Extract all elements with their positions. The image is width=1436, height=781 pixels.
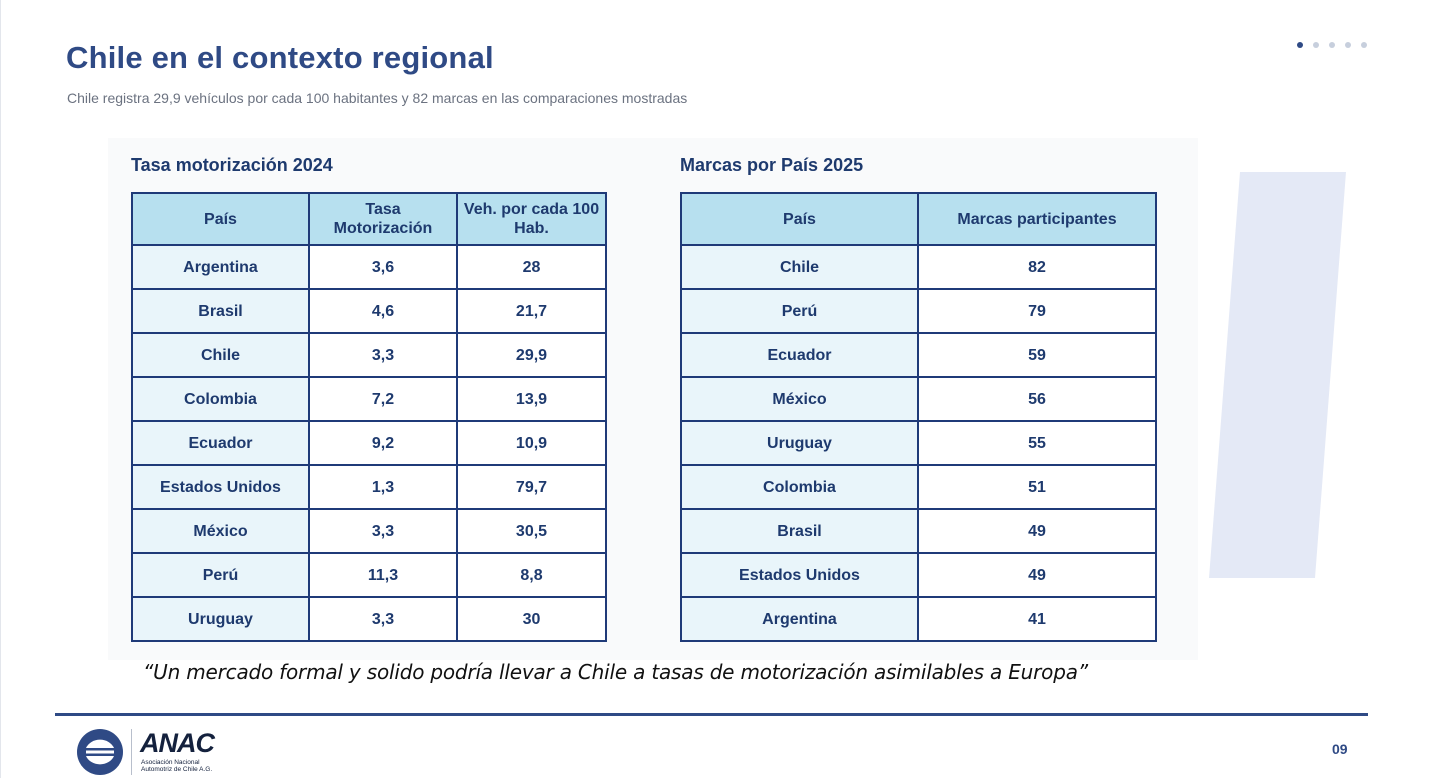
cell-marcas: 56 <box>917 376 1157 422</box>
cell-tasa: 11,3 <box>308 552 458 598</box>
table-row: Estados Unidos 49 <box>680 552 1157 598</box>
slide-border <box>0 0 1 778</box>
cell-tasa: 1,3 <box>308 464 458 510</box>
cell-country: Brasil <box>131 288 310 334</box>
table-motorizacion: País Tasa Motorización Veh. por cada 100… <box>131 192 607 642</box>
cell-country: Argentina <box>131 244 310 290</box>
table-header-row: País Tasa Motorización Veh. por cada 100… <box>131 192 607 246</box>
table-motorizacion-title: Tasa motorización 2024 <box>131 155 333 175</box>
table-marcas-title: Marcas por País 2025 <box>680 155 864 175</box>
table-row: México 3,3 30,5 <box>131 508 607 554</box>
cell-vehiculos: 28 <box>456 244 607 290</box>
column-header-marcas: Marcas participantes <box>917 192 1157 246</box>
cell-country: Ecuador <box>131 420 310 466</box>
table-row: Uruguay 55 <box>680 420 1157 466</box>
table-row: Argentina 3,6 28 <box>131 244 607 290</box>
table-row: Colombia 7,2 13,9 <box>131 376 607 422</box>
cell-country: Argentina <box>680 596 919 642</box>
cell-country: Colombia <box>680 464 919 510</box>
table-row: Estados Unidos 1,3 79,7 <box>131 464 607 510</box>
cell-country: Chile <box>131 332 310 378</box>
cell-vehiculos: 8,8 <box>456 552 607 598</box>
pagination-dot[interactable] <box>1313 42 1319 48</box>
cell-country: Estados Unidos <box>680 552 919 598</box>
cell-marcas: 55 <box>917 420 1157 466</box>
cell-country: Perú <box>680 288 919 334</box>
pagination-dot[interactable] <box>1329 42 1335 48</box>
cell-marcas: 49 <box>917 552 1157 598</box>
cell-country: Chile <box>680 244 919 290</box>
cell-marcas: 51 <box>917 464 1157 510</box>
table-row: Colombia 51 <box>680 464 1157 510</box>
cell-country: México <box>131 508 310 554</box>
table-marcas: País Marcas participantes Chile 82 Perú 79… <box>680 192 1157 642</box>
page-title: Chile en el contexto regional <box>66 40 494 75</box>
table-row: México 56 <box>680 376 1157 422</box>
cell-tasa: 3,6 <box>308 244 458 290</box>
table-row: Brasil 49 <box>680 508 1157 554</box>
cell-marcas: 79 <box>917 288 1157 334</box>
table-row: Perú 79 <box>680 288 1157 334</box>
footer-rule <box>55 713 1368 716</box>
pagination-dot-active[interactable] <box>1297 42 1303 48</box>
cell-tasa: 4,6 <box>308 288 458 334</box>
cell-vehiculos: 30,5 <box>456 508 607 554</box>
cell-tasa: 7,2 <box>308 376 458 422</box>
table-row: Uruguay 3,3 30 <box>131 596 607 642</box>
cell-marcas: 82 <box>917 244 1157 290</box>
logo-separator <box>131 729 132 775</box>
cell-country: Uruguay <box>680 420 919 466</box>
cell-tasa: 3,3 <box>308 596 458 642</box>
page-number: 09 <box>1332 741 1348 757</box>
logo-wordmark: ANAC <box>140 728 215 758</box>
cell-country: Uruguay <box>131 596 310 642</box>
table-row: Ecuador 59 <box>680 332 1157 378</box>
cell-vehiculos: 30 <box>456 596 607 642</box>
table-row: Perú 11,3 8,8 <box>131 552 607 598</box>
cell-vehiculos: 21,7 <box>456 288 607 334</box>
cell-country: Perú <box>131 552 310 598</box>
table-header-row: País Marcas participantes <box>680 192 1157 246</box>
column-header-vehiculos: Veh. por cada 100 Hab. <box>456 192 607 246</box>
column-header-pais: País <box>131 192 310 246</box>
cell-vehiculos: 13,9 <box>456 376 607 422</box>
cell-tasa: 3,3 <box>308 332 458 378</box>
cell-country: Brasil <box>680 508 919 554</box>
slide-pagination-dots <box>1297 42 1367 48</box>
cell-country: México <box>680 376 919 422</box>
cell-marcas: 41 <box>917 596 1157 642</box>
table-row: Ecuador 9,2 10,9 <box>131 420 607 466</box>
cell-country: Ecuador <box>680 332 919 378</box>
column-header-tasa: Tasa Motorización <box>308 192 458 246</box>
table-row: Chile 3,3 29,9 <box>131 332 607 378</box>
quote-text: “Un mercado formal y solido podría lleva… <box>143 660 1088 684</box>
column-header-pais: País <box>680 192 919 246</box>
pagination-dot[interactable] <box>1361 42 1367 48</box>
cell-vehiculos: 79,7 <box>456 464 607 510</box>
table-row: Brasil 4,6 21,7 <box>131 288 607 334</box>
cell-tasa: 9,2 <box>308 420 458 466</box>
pagination-dot[interactable] <box>1345 42 1351 48</box>
logo-subtitle: Asociación Nacional Automotriz de Chile … <box>141 759 213 773</box>
cell-marcas: 49 <box>917 508 1157 554</box>
cell-country: Colombia <box>131 376 310 422</box>
cell-tasa: 3,3 <box>308 508 458 554</box>
table-row: Argentina 41 <box>680 596 1157 642</box>
cell-vehiculos: 10,9 <box>456 420 607 466</box>
anac-logo-icon <box>76 728 124 776</box>
page-subtitle: Chile registra 29,9 vehículos por cada 1… <box>67 90 688 106</box>
cell-marcas: 59 <box>917 332 1157 378</box>
cell-vehiculos: 29,9 <box>456 332 607 378</box>
cell-country: Estados Unidos <box>131 464 310 510</box>
table-row: Chile 82 <box>680 244 1157 290</box>
